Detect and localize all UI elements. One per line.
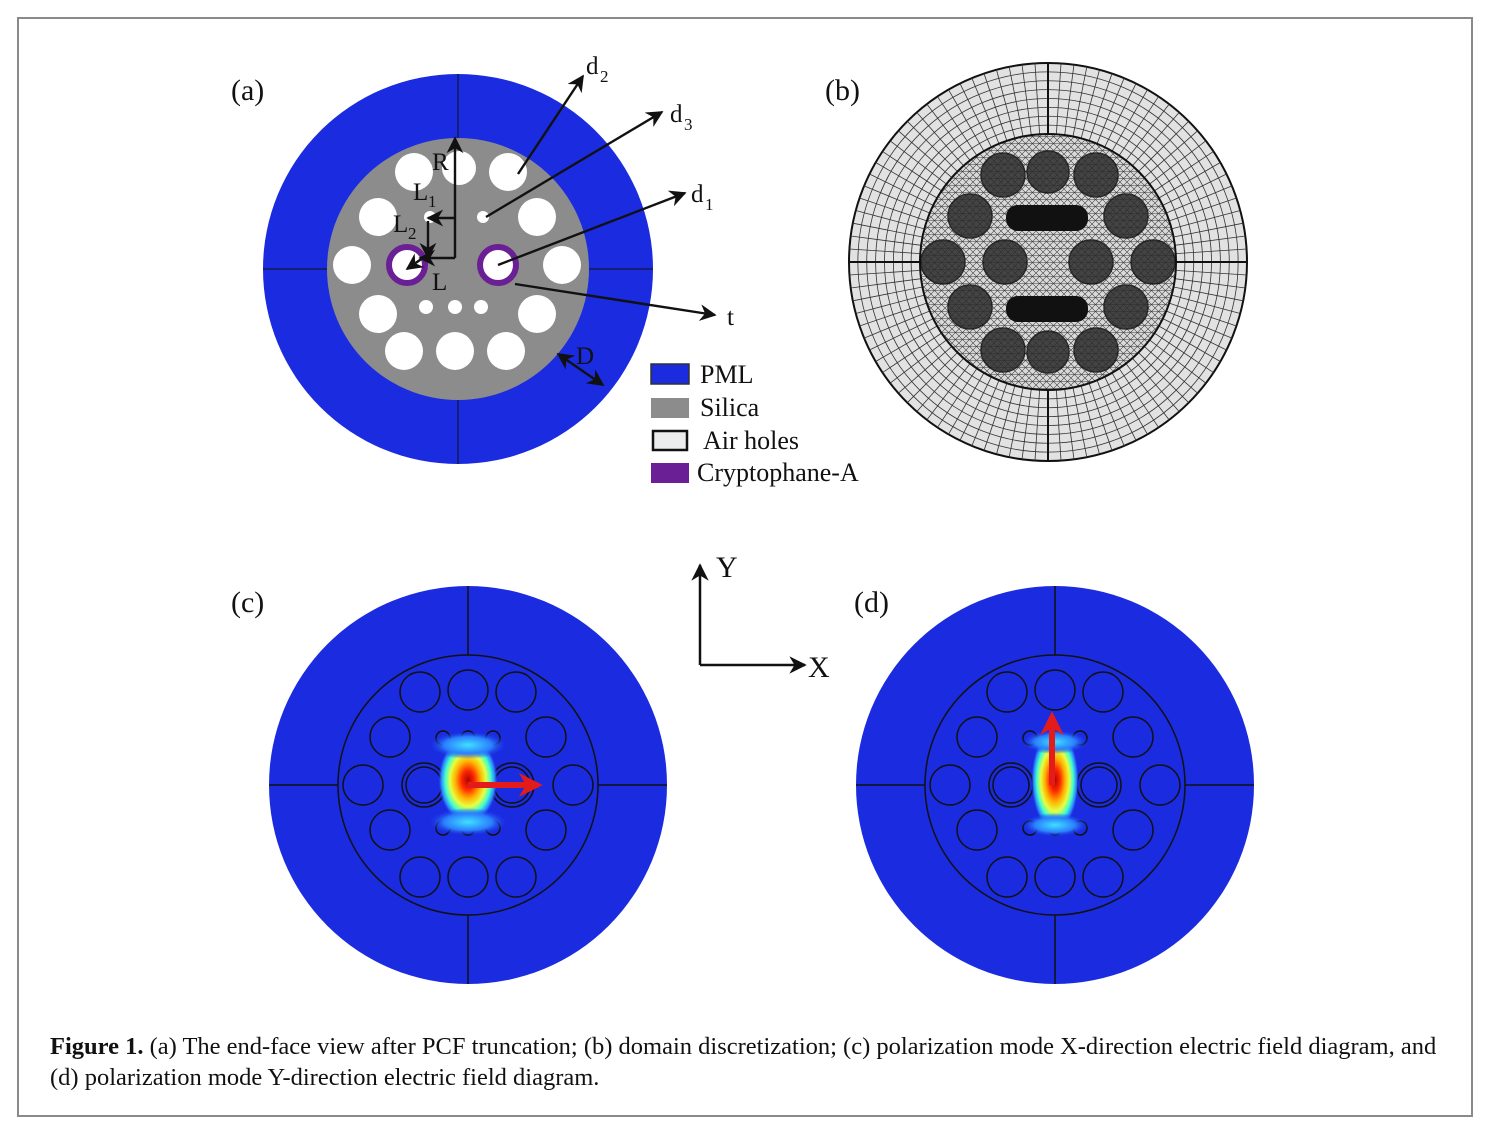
label-L1: L bbox=[413, 179, 428, 206]
caption-lead: Figure 1. bbox=[50, 1033, 144, 1060]
legend-label-air: Air holes bbox=[703, 426, 799, 455]
panel-b: (b) bbox=[825, 62, 1248, 462]
label-R: R bbox=[432, 149, 449, 176]
label-D: D bbox=[576, 343, 594, 370]
mesh-hole-regions bbox=[920, 150, 1176, 374]
panel-d: (d) bbox=[854, 586, 1254, 984]
label-t: t bbox=[727, 304, 734, 331]
mesh-inner-domain bbox=[919, 133, 1177, 391]
arrow-L-diag bbox=[405, 252, 431, 270]
label-d3-sub: 3 bbox=[684, 115, 693, 134]
panel-c-label: (c) bbox=[231, 586, 264, 619]
legend-label-silica: Silica bbox=[700, 393, 760, 422]
field-x-side-bottom bbox=[428, 808, 508, 836]
label-L: L bbox=[432, 269, 447, 296]
legend-label-cryptophane: Cryptophane-A bbox=[697, 458, 859, 487]
mesh-mapped-grid bbox=[849, 63, 1247, 461]
arrow-D bbox=[556, 353, 605, 386]
field-y-outlines bbox=[856, 586, 1254, 984]
field-x-hotspot bbox=[438, 736, 498, 824]
label-d1: d bbox=[691, 181, 704, 208]
silica-cladding bbox=[327, 138, 589, 400]
arrow-d2 bbox=[516, 74, 585, 175]
panel-c: (c) bbox=[231, 586, 667, 984]
mesh-dense-regions bbox=[1006, 205, 1088, 322]
field-x-side-top bbox=[428, 731, 508, 759]
arrow-d1 bbox=[497, 190, 687, 267]
field-y-side-bottom bbox=[1021, 813, 1089, 837]
label-L2: L bbox=[393, 211, 408, 238]
panel-a-label: (a) bbox=[231, 74, 264, 107]
legend-label-pml: PML bbox=[700, 360, 753, 389]
arrow-d3 bbox=[485, 110, 664, 219]
legend-swatch-pml bbox=[650, 363, 690, 385]
label-d2-sub: 2 bbox=[600, 67, 609, 86]
legend: PML Silica Air holes Cryptophane-A bbox=[650, 360, 859, 487]
arrow-t bbox=[514, 282, 717, 321]
caption-text: (a) The end-face view after PCF truncati… bbox=[50, 1033, 1437, 1091]
label-d1-sub: 1 bbox=[705, 195, 714, 214]
panel-b-label: (b) bbox=[825, 74, 860, 107]
label-L2-sub: 2 bbox=[408, 224, 417, 243]
panel-a: (a) bbox=[231, 53, 859, 487]
label-L1-sub: 1 bbox=[428, 192, 437, 211]
air-holes bbox=[333, 151, 581, 370]
dimension-arrows bbox=[405, 74, 717, 386]
coated-hole-left bbox=[386, 244, 428, 286]
axis-indicator: Y X bbox=[691, 551, 830, 684]
dimension-labels: R L 1 L 2 L d 2 d 3 d 1 t D bbox=[393, 53, 734, 370]
legend-swatch-air bbox=[651, 429, 689, 452]
axis-y-label: Y bbox=[716, 551, 738, 584]
label-d3: d bbox=[670, 101, 683, 128]
label-d2: d bbox=[586, 53, 599, 80]
axis-x-label: X bbox=[808, 651, 830, 684]
legend-swatch-silica bbox=[651, 398, 689, 418]
figure-caption: Figure 1. (a) The end-face view after PC… bbox=[50, 1031, 1440, 1093]
legend-swatch-cryptophane bbox=[651, 463, 689, 483]
panel-d-label: (d) bbox=[854, 586, 889, 619]
